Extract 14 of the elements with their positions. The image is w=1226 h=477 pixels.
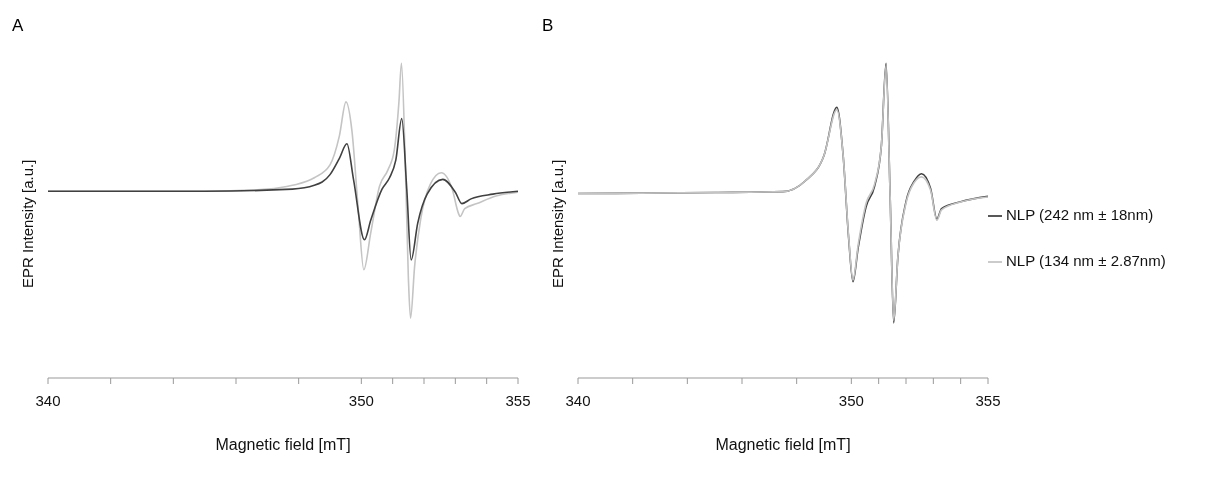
legend-label: NLP (134 nm ± 2.87nm) (1006, 252, 1166, 269)
x-tick-label: 340 (35, 392, 61, 409)
chart-title: B (542, 16, 554, 36)
y-axis-title: EPR Intensity [a.u.] (549, 159, 567, 288)
x-tick-label: 350 (348, 392, 374, 409)
x-tick-label: 355 (975, 392, 1001, 409)
x-axis-title: Magnetic field [mT] (215, 436, 351, 453)
x-axis-title: Magnetic field [mT] (715, 436, 851, 453)
x-tick-label: 355 (505, 392, 531, 409)
legend-label: NLP (242 nm ± 18nm) (1006, 206, 1154, 223)
chart-title: A (12, 16, 24, 36)
x-tick-label: 350 (838, 392, 864, 409)
y-axis-title: EPR Intensity [a.u.] (19, 159, 37, 288)
x-tick-label: 340 (565, 392, 591, 409)
